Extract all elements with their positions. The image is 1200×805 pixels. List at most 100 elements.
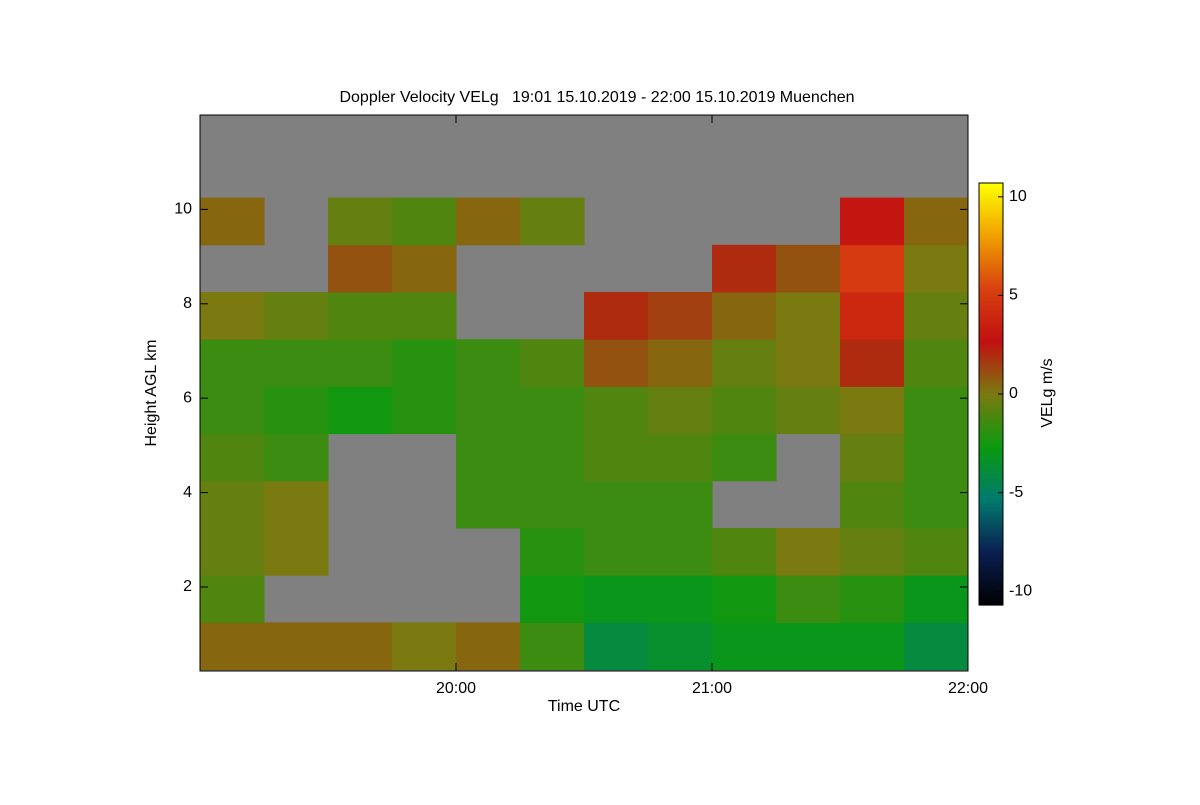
heatmap-cell xyxy=(904,244,968,293)
colorbar-label: VELg m/s xyxy=(1039,358,1056,427)
heatmap-cell xyxy=(712,527,777,576)
heatmap-cell xyxy=(264,433,329,482)
heatmap-cell xyxy=(712,622,777,671)
heatmap-cell xyxy=(456,386,521,435)
y-tick-label: 4 xyxy=(183,484,192,501)
heatmap-cell xyxy=(328,291,393,340)
heatmap-cell xyxy=(200,527,265,576)
heatmap-cell xyxy=(520,339,585,387)
heatmap-cell xyxy=(200,433,265,482)
heatmap-cell xyxy=(456,480,521,529)
heatmap-cell xyxy=(520,433,585,482)
heatmap-cell xyxy=(712,433,777,482)
heatmap-cell xyxy=(264,291,329,340)
heatmap-cell xyxy=(520,386,585,435)
heatmap-cell xyxy=(264,480,329,529)
heatmap-cell xyxy=(776,291,841,340)
heatmap-cell xyxy=(264,622,329,671)
colorbar xyxy=(979,183,1003,606)
heatmap-cell xyxy=(776,244,841,293)
heatmap-cell xyxy=(392,339,457,387)
heatmap-cell xyxy=(200,339,265,387)
y-tick-label: 8 xyxy=(183,295,192,312)
heatmap-cell xyxy=(904,622,968,671)
chart-title: Doppler Velocity VELg 19:01 15.10.2019 -… xyxy=(339,89,854,106)
heatmap-cell xyxy=(840,244,905,293)
heatmap-cell xyxy=(840,386,905,435)
heatmap-cell xyxy=(776,527,841,576)
heatmap-cell xyxy=(584,575,649,623)
heatmap-cell xyxy=(648,575,713,623)
heatmap-cell xyxy=(392,197,457,246)
heatmap-cell xyxy=(200,622,265,671)
heatmap-cell xyxy=(584,480,649,529)
heatmap-cell xyxy=(904,197,968,246)
heatmap-cell xyxy=(904,575,968,623)
heatmap-cell xyxy=(648,527,713,576)
heatmap-cell xyxy=(456,433,521,482)
heatmap-cell xyxy=(712,575,777,623)
heatmap-cell xyxy=(200,291,265,340)
heatmap-cell xyxy=(328,386,393,435)
x-tick-label: 22:00 xyxy=(948,680,988,697)
heatmap-cell xyxy=(200,197,265,246)
heatmap-cell xyxy=(520,197,585,246)
heatmap-cell xyxy=(392,622,457,671)
heatmap-cell xyxy=(456,622,521,671)
heatmap-cell xyxy=(328,339,393,387)
heatmap-cell xyxy=(520,575,585,623)
heatmap-cell xyxy=(712,244,777,293)
heatmap-cell xyxy=(584,433,649,482)
y-tick-label: 2 xyxy=(183,578,192,595)
heatmap-cell xyxy=(712,386,777,435)
heatmap xyxy=(200,197,968,671)
heatmap-cell xyxy=(648,622,713,671)
heatmap-cell xyxy=(904,433,968,482)
heatmap-cell xyxy=(904,339,968,387)
heatmap-cell xyxy=(648,339,713,387)
heatmap-cell xyxy=(328,622,393,671)
heatmap-cell xyxy=(456,339,521,387)
heatmap-cell xyxy=(840,291,905,340)
heatmap-cell xyxy=(904,386,968,435)
y-tick-label: 10 xyxy=(174,201,192,218)
x-tick-label: 20:00 xyxy=(436,680,476,697)
heatmap-cell xyxy=(584,527,649,576)
heatmap-cell xyxy=(328,197,393,246)
colorbar-tick-label: 5 xyxy=(1009,287,1018,304)
heatmap-cell xyxy=(648,433,713,482)
heatmap-cell xyxy=(840,339,905,387)
heatmap-cell xyxy=(584,339,649,387)
colorbar-tick-label: 0 xyxy=(1009,385,1018,402)
heatmap-cell xyxy=(200,386,265,435)
colorbar-tick-label: 10 xyxy=(1009,188,1027,205)
heatmap-cell xyxy=(776,622,841,671)
heatmap-cell xyxy=(840,480,905,529)
heatmap-cell xyxy=(520,480,585,529)
heatmap-cell xyxy=(520,527,585,576)
heatmap-cell xyxy=(328,244,393,293)
heatmap-cell xyxy=(584,291,649,340)
heatmap-cell xyxy=(200,480,265,529)
heatmap-cell xyxy=(904,291,968,340)
y-axis-label: Height AGL km xyxy=(143,339,160,446)
heatmap-cell xyxy=(392,386,457,435)
colorbar-tick-label: -10 xyxy=(1009,582,1032,599)
heatmap-cell xyxy=(392,291,457,340)
heatmap-cell xyxy=(776,386,841,435)
heatmap-cell xyxy=(264,527,329,576)
heatmap-cell xyxy=(392,244,457,293)
heatmap-cell xyxy=(840,433,905,482)
x-tick-label: 21:00 xyxy=(692,680,732,697)
heatmap-cell xyxy=(904,527,968,576)
heatmap-cell xyxy=(840,575,905,623)
heatmap-cell xyxy=(840,622,905,671)
heatmap-cell xyxy=(584,622,649,671)
plot-frame xyxy=(199,114,969,672)
heatmap-cell xyxy=(264,339,329,387)
heatmap-cell xyxy=(904,480,968,529)
heatmap-cell xyxy=(264,386,329,435)
colorbar-tick-label: -5 xyxy=(1009,484,1023,501)
heatmap-cell xyxy=(776,339,841,387)
